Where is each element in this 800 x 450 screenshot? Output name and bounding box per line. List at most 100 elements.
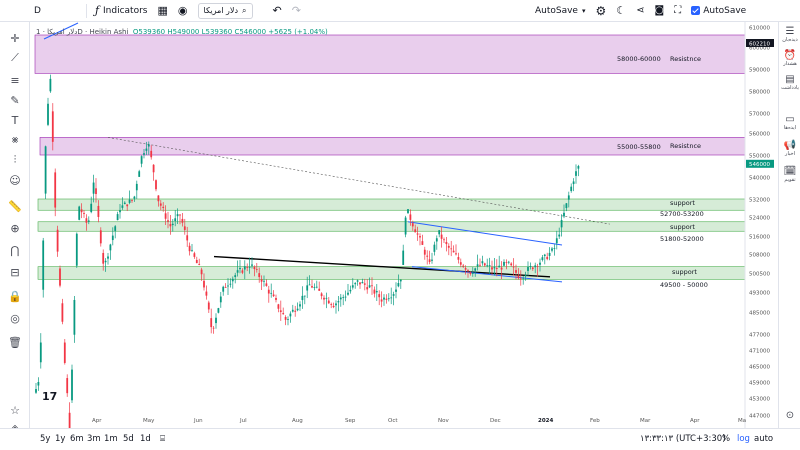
fullscreen-button[interactable]: ⛶ [669,0,686,22]
legend-high: H549000 [167,28,200,36]
lock-drawings-icon[interactable]: 🔒 [8,289,22,303]
candle-body [500,267,503,270]
undo-button[interactable]: ↶ [268,0,287,22]
magnet-icon[interactable]: ⋂ [10,243,20,257]
sidebar-item-alert[interactable]: ⏰ هشدار [779,50,800,67]
time-tick-label: Oct [388,418,398,424]
trendline-icon[interactable]: ⟋ [11,51,19,64]
candle-body [428,259,431,262]
candle-body [47,103,49,125]
date-range-icon[interactable]: ⌸ [160,434,166,444]
emoji-icon[interactable]: ☺ [9,173,21,187]
timezone-clock[interactable]: ۱۳:۳۳:۱۳ (UTC+3:30) [640,434,726,444]
candle-body [203,280,205,288]
autosave-toggle[interactable]: AutoSave [686,0,751,22]
range-1y[interactable]: 1y [55,434,66,444]
watchlist-icon: ☰ [785,26,795,37]
sidebar-item-notes[interactable]: ▤ یادداشت [779,74,800,91]
candle-body [447,245,450,248]
forecast-icon[interactable]: ⫶ [13,153,17,166]
visibility-button[interactable]: ◉ [173,0,193,22]
log-toggle[interactable]: log [737,434,750,444]
candle-body [563,212,565,217]
candle-body [495,268,498,269]
candle-body [275,298,277,300]
visibility-icon[interactable]: ◎ [10,311,20,325]
percent-toggle[interactable]: % [722,434,731,444]
price-tick-label: 516000 [749,235,770,241]
candle-body [253,266,256,270]
candle-body [515,270,517,273]
legend-open: O539360 [132,28,166,36]
candle-body [476,264,479,267]
help-icon: ⊙ [785,410,795,421]
theme-button[interactable]: ☾ [611,0,631,22]
price-chart[interactable]: 58000-60000 Resistnce 55000-55800 Resistnce… [30,22,778,428]
candle-body [323,297,325,300]
crosshair-icon[interactable]: ✛ [10,31,20,45]
moon-icon: ☾ [616,4,627,17]
candle-body [287,319,289,320]
settings-button[interactable]: ⚙ [590,0,611,22]
help-button[interactable]: ⊙ [779,410,800,421]
horizontal-line-icon[interactable]: ≡ [10,73,20,87]
sidebar-item-watchlist[interactable]: ☰ دیده‌بان [779,26,800,43]
sidebar-item-calendar[interactable]: 🗓 تقویم [779,166,800,183]
sidebar-item-news[interactable]: 📢 اخبار [779,140,800,157]
range-3m[interactable]: 3m [87,434,101,444]
redo-button[interactable]: ↷ [287,0,306,22]
zoom-in-icon[interactable]: ⊕ [10,221,20,235]
auto-toggle[interactable]: auto [754,434,774,444]
indicators-button[interactable]: ƒ Indicators [90,0,153,22]
channel-lower-line [411,266,563,283]
candle-body [555,238,558,244]
candle-body [104,260,107,263]
star-icon[interactable]: ☆ [10,403,20,417]
text-icon[interactable]: T [11,113,19,127]
range-5d[interactable]: 5d [123,434,134,444]
indicators-label: Indicators [103,5,148,16]
candle-body [414,229,417,233]
alert-icon: ⏰ [783,50,797,61]
trash-icon[interactable]: 🗑 [8,335,22,349]
candle-body [517,275,520,279]
candle-body [246,267,249,268]
candle-body [469,272,472,274]
share-button[interactable]: ⋖ [631,0,649,22]
time-tick-label: 2024 [538,418,553,424]
range-1m[interactable]: 1m [104,434,118,444]
sidebar-item-ideas[interactable]: ▭ ایده‌ها [779,114,800,131]
candle-body [510,263,513,266]
zone-range-label: 55000-55800 [617,143,661,151]
candle-body [85,218,88,223]
fullscreen-icon: ⛶ [674,5,682,16]
time-tick-label: Mar [640,418,651,424]
layouts-button[interactable]: ▦ [152,0,172,22]
snapshot-button[interactable]: ◙ [650,0,670,22]
candle-body [498,265,501,268]
symbol-search[interactable]: دلار امریکا ⌕ [193,0,258,22]
range-1d[interactable]: 1d [140,434,151,444]
candle-body [560,220,563,228]
search-field[interactable]: دلار امریکا ⌕ [197,2,253,19]
candle-body [155,180,157,190]
candle-body [102,252,105,264]
symbol-menu[interactable]: D [0,0,46,22]
candle-body [215,317,217,324]
candle-body [375,291,378,293]
search-value: دلار امریکا [203,6,239,15]
pattern-icon[interactable]: ⨳ [11,133,19,146]
candle-body [176,214,179,217]
candle-body [227,285,229,287]
lock-icon[interactable]: ⊟ [10,265,20,279]
autosave-menu[interactable]: AutoSave ▾ [530,0,591,22]
candle-body [162,206,165,208]
candle-body [380,299,383,302]
candle-layer [35,74,580,428]
range-5y[interactable]: 5y [40,434,51,444]
ruler-icon[interactable]: 📏 [8,199,22,213]
checkbox-checked-icon[interactable] [691,6,701,15]
range-6m[interactable]: 6m [70,434,84,444]
legend-close: C546000 [234,28,267,36]
brush-icon[interactable]: ✎ [10,93,20,107]
